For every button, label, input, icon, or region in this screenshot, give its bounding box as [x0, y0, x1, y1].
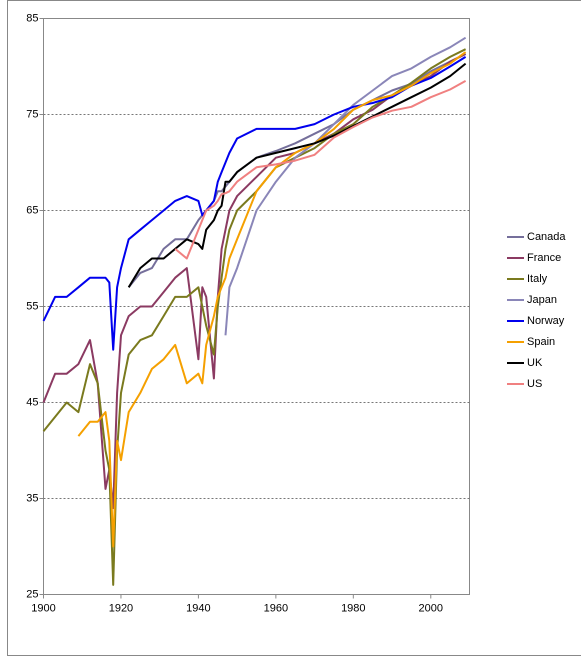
legend-label: France: [527, 252, 561, 264]
x-tick-label: 1900: [31, 602, 55, 614]
y-tick-label: 45: [26, 396, 38, 408]
y-tick-label: 65: [26, 204, 38, 216]
series-line: [42, 53, 467, 510]
series-line: [77, 51, 467, 548]
legend-label: UK: [527, 357, 543, 369]
y-tick-label: 75: [26, 108, 38, 120]
y-tick-label: 25: [26, 588, 38, 600]
x-tick-label: 1920: [109, 602, 133, 614]
series-line: [42, 48, 467, 586]
x-tick-label: 2000: [419, 602, 443, 614]
y-tick-label: 55: [26, 300, 38, 312]
legend-label: Canada: [527, 231, 566, 243]
x-tick-label: 1940: [186, 602, 210, 614]
series-line: [174, 80, 467, 260]
legend-label: Norway: [527, 315, 565, 327]
x-tick-label: 1960: [264, 602, 288, 614]
frame: [7, 0, 581, 656]
legend-label: Italy: [527, 273, 548, 285]
legend-label: US: [527, 378, 542, 390]
y-tick-label: 85: [26, 12, 38, 24]
y-tick-label: 35: [26, 492, 38, 504]
x-tick-label: 1980: [341, 602, 365, 614]
legend-label: Japan: [527, 294, 557, 306]
series-line: [224, 36, 467, 336]
legend-label: Spain: [527, 336, 555, 348]
series-line: [127, 62, 467, 288]
